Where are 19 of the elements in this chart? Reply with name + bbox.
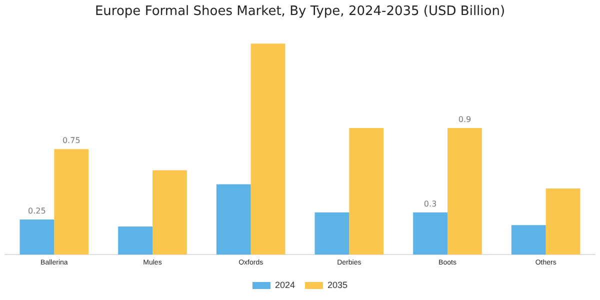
bar <box>413 212 448 255</box>
bar <box>511 225 546 255</box>
bar <box>118 226 152 255</box>
bar <box>152 170 187 255</box>
bar <box>546 188 580 255</box>
bar <box>20 219 54 255</box>
legend-label: 2024 <box>274 280 296 290</box>
legend-label: 2035 <box>328 280 348 290</box>
bar <box>216 184 251 255</box>
data-label: 0.25 <box>28 206 46 216</box>
chart-title: Europe Formal Shoes Market, By Type, 2024-2035 (USD Billion) <box>94 4 506 20</box>
data-label: 0.3 <box>424 199 437 208</box>
data-label: 0.75 <box>62 136 80 146</box>
bar <box>54 149 89 255</box>
bar <box>448 128 482 255</box>
data-label: 0.9 <box>458 115 472 124</box>
bar <box>250 44 286 255</box>
bar <box>349 128 384 255</box>
bar <box>314 212 350 255</box>
